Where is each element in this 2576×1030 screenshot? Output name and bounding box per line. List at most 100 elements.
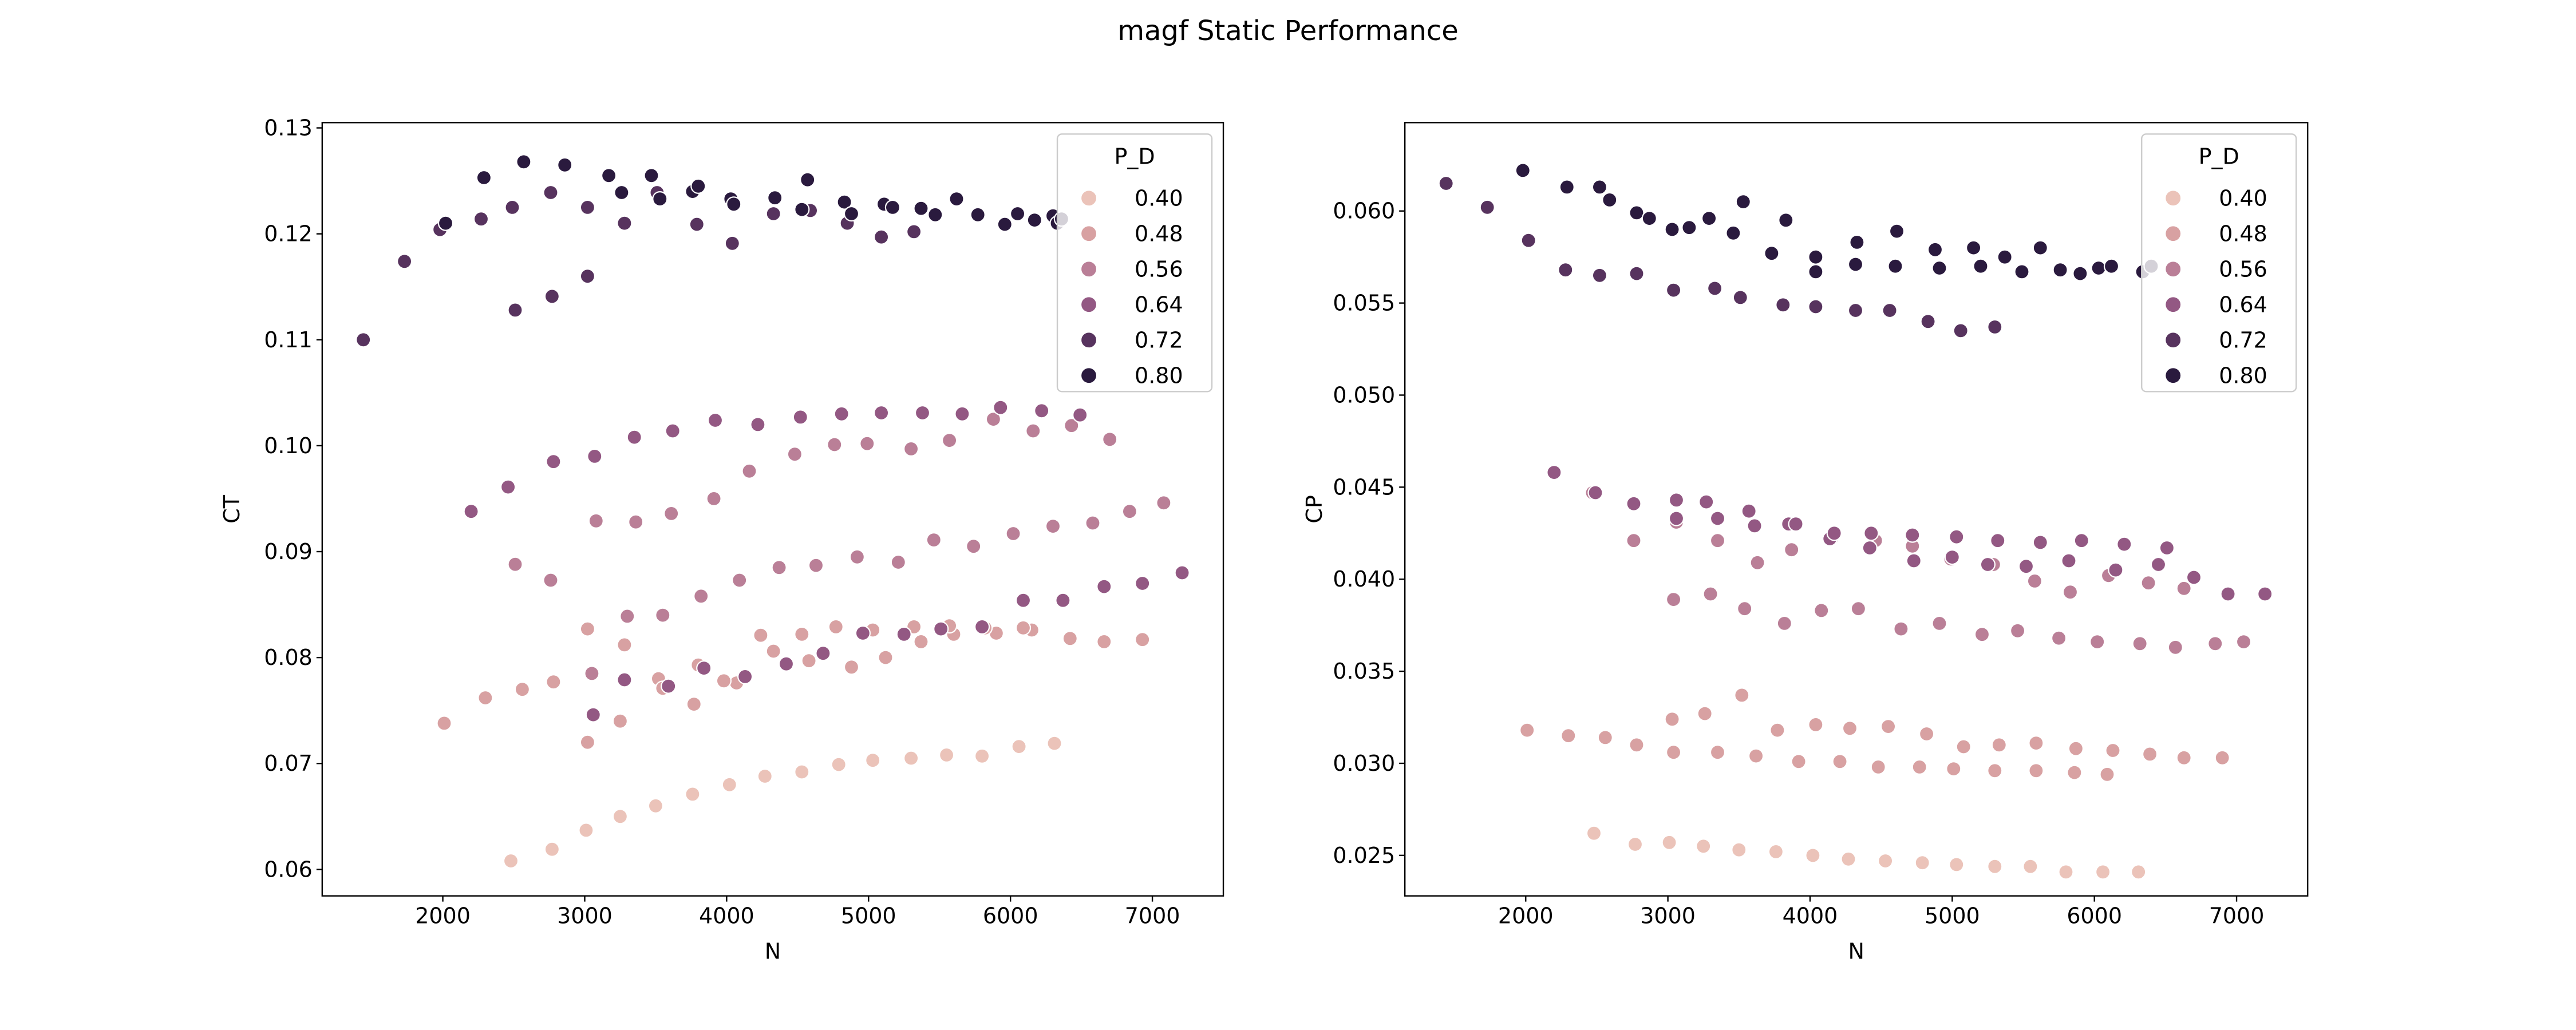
cp-point-s1-8 [1832, 754, 1848, 770]
ct-point-s2-31 [1156, 495, 1172, 511]
ct-ytick-label: 0.10 [264, 433, 313, 458]
cp-point-s1-20 [1808, 716, 1824, 733]
cp-point-s3-27 [2108, 562, 2124, 578]
cp-point-s3-11 [1990, 533, 2006, 549]
cp-point-s2-9 [2010, 623, 2026, 639]
ct-point-s1-19 [1135, 632, 1151, 648]
cp-point-s5-8 [1701, 211, 1717, 227]
ct-point-s4-11 [765, 205, 781, 222]
ct-point-s2-30 [1121, 504, 1138, 520]
cp-point-s2-11 [2089, 633, 2105, 650]
ct-y-axis-label: CT [219, 494, 244, 524]
ct-point-s2-15 [1102, 431, 1118, 447]
ct-point-s2-10 [903, 441, 919, 457]
cp-point-s1-12 [1987, 763, 2003, 779]
cp-point-s3-28 [2150, 556, 2167, 573]
cp-point-s0-11 [1987, 858, 2003, 874]
cp-point-s3-9 [1905, 527, 1921, 543]
cp-point-s3-5 [1741, 503, 1757, 519]
cp-point-s2-28 [2062, 584, 2079, 600]
ct-point-s2-14 [1064, 418, 1080, 434]
cp-point-s1-22 [1880, 718, 1897, 735]
cp-point-s1-18 [1734, 687, 1750, 703]
cp-point-s5-3 [1602, 192, 1618, 208]
cp-point-s3-31 [2257, 586, 2273, 602]
cp-point-s3-22 [1906, 553, 1922, 569]
cp-legend-title: P_D [2199, 144, 2239, 169]
ct-point-s5-20 [927, 207, 943, 223]
ct-point-s2-7 [787, 446, 803, 462]
ct-point-s4-17 [544, 288, 560, 304]
cp-legend-label: 0.40 [2219, 185, 2267, 211]
cp-point-s5-26 [2052, 262, 2068, 278]
ct-point-s4-5 [543, 184, 559, 201]
cp-point-s5-10 [1735, 194, 1751, 210]
cp-point-s0-14 [2095, 864, 2111, 880]
cp-point-s1-9 [1870, 759, 1886, 775]
cp-ytick-label: 0.030 [1333, 751, 1395, 776]
cp-point-s2-21 [1784, 542, 1800, 558]
cp-point-s4-10 [1808, 299, 1824, 315]
cp-points [1438, 163, 2273, 880]
ct-ytick-label: 0.09 [264, 539, 313, 564]
cp-point-s0-4 [1731, 842, 1747, 858]
ct-point-s1-25 [753, 627, 769, 643]
cp-point-s1-13 [2028, 763, 2044, 779]
cp-point-s1-24 [1955, 739, 1971, 755]
ct-ytick-label: 0.13 [264, 116, 313, 141]
ct-point-s3-15 [1072, 407, 1088, 423]
cp-point-s0-9 [1914, 855, 1930, 871]
ct-point-s0-8 [794, 764, 810, 780]
ct-point-s3-0 [463, 504, 479, 520]
cp-ytick-label: 0.040 [1333, 566, 1395, 592]
cp-point-s5-20 [1931, 260, 1947, 276]
cp-ytick-label: 0.055 [1333, 291, 1395, 316]
ct-point-s3-12 [954, 406, 970, 422]
ct-point-s0-0 [503, 853, 519, 869]
ct-legend-label: 0.72 [1135, 327, 1183, 352]
cp-point-s3-24 [1980, 556, 1996, 573]
cp-point-s1-21 [1842, 720, 1858, 736]
ct-point-s2-29 [1085, 515, 1101, 531]
ct-legend-label: 0.64 [1135, 292, 1183, 317]
ct-point-s2-20 [732, 572, 748, 588]
cp-point-s1-10 [1911, 759, 1927, 775]
ct-point-s3-4 [626, 429, 642, 445]
ct-legend-marker [1080, 367, 1098, 385]
ct-point-s0-5 [685, 786, 701, 802]
ct-point-s4-7 [617, 215, 633, 231]
cp-point-s5-27 [2072, 266, 2088, 282]
ct-point-s3-27 [1015, 592, 1032, 608]
cp-point-s2-1 [1702, 586, 1718, 602]
cp-point-s4-0 [1438, 175, 1454, 192]
ct-point-s0-15 [1046, 735, 1062, 751]
cp-point-s4-5 [1629, 266, 1645, 282]
cp-point-s5-13 [1808, 249, 1824, 265]
cp-point-s3-3 [1668, 492, 1685, 508]
figure-title: magf Static Performance [1117, 15, 1459, 47]
ct-point-s1-2 [514, 682, 531, 698]
cp-point-s0-0 [1586, 825, 1602, 841]
ct-point-s1-5 [617, 637, 633, 653]
ct-point-s5-25 [1026, 212, 1042, 228]
ct-point-s3-11 [914, 405, 931, 421]
ct-point-s3-30 [1135, 575, 1151, 592]
cp-point-s5-9 [1725, 225, 1741, 241]
cp-point-s3-18 [1747, 518, 1763, 534]
ct-point-s1-26 [794, 626, 810, 643]
ct-point-s4-9 [689, 216, 705, 232]
ct-point-s2-5 [706, 490, 722, 507]
cp-point-s5-25 [2032, 240, 2048, 256]
cp-point-s1-27 [2068, 740, 2084, 756]
ct-point-s1-13 [913, 633, 929, 650]
ct-xtick-label: 2000 [415, 904, 471, 929]
cp-point-s0-8 [1878, 853, 1894, 869]
ct-point-s2-27 [1005, 525, 1021, 542]
ct-point-s2-21 [771, 560, 787, 576]
ct-point-s3-3 [587, 448, 603, 465]
ct-point-s3-8 [792, 409, 808, 425]
cp-point-s4-9 [1775, 297, 1791, 313]
cp-point-s4-12 [1882, 302, 1898, 319]
ct-ytick-label: 0.07 [264, 751, 313, 776]
cp-legend-label: 0.72 [2219, 327, 2267, 352]
